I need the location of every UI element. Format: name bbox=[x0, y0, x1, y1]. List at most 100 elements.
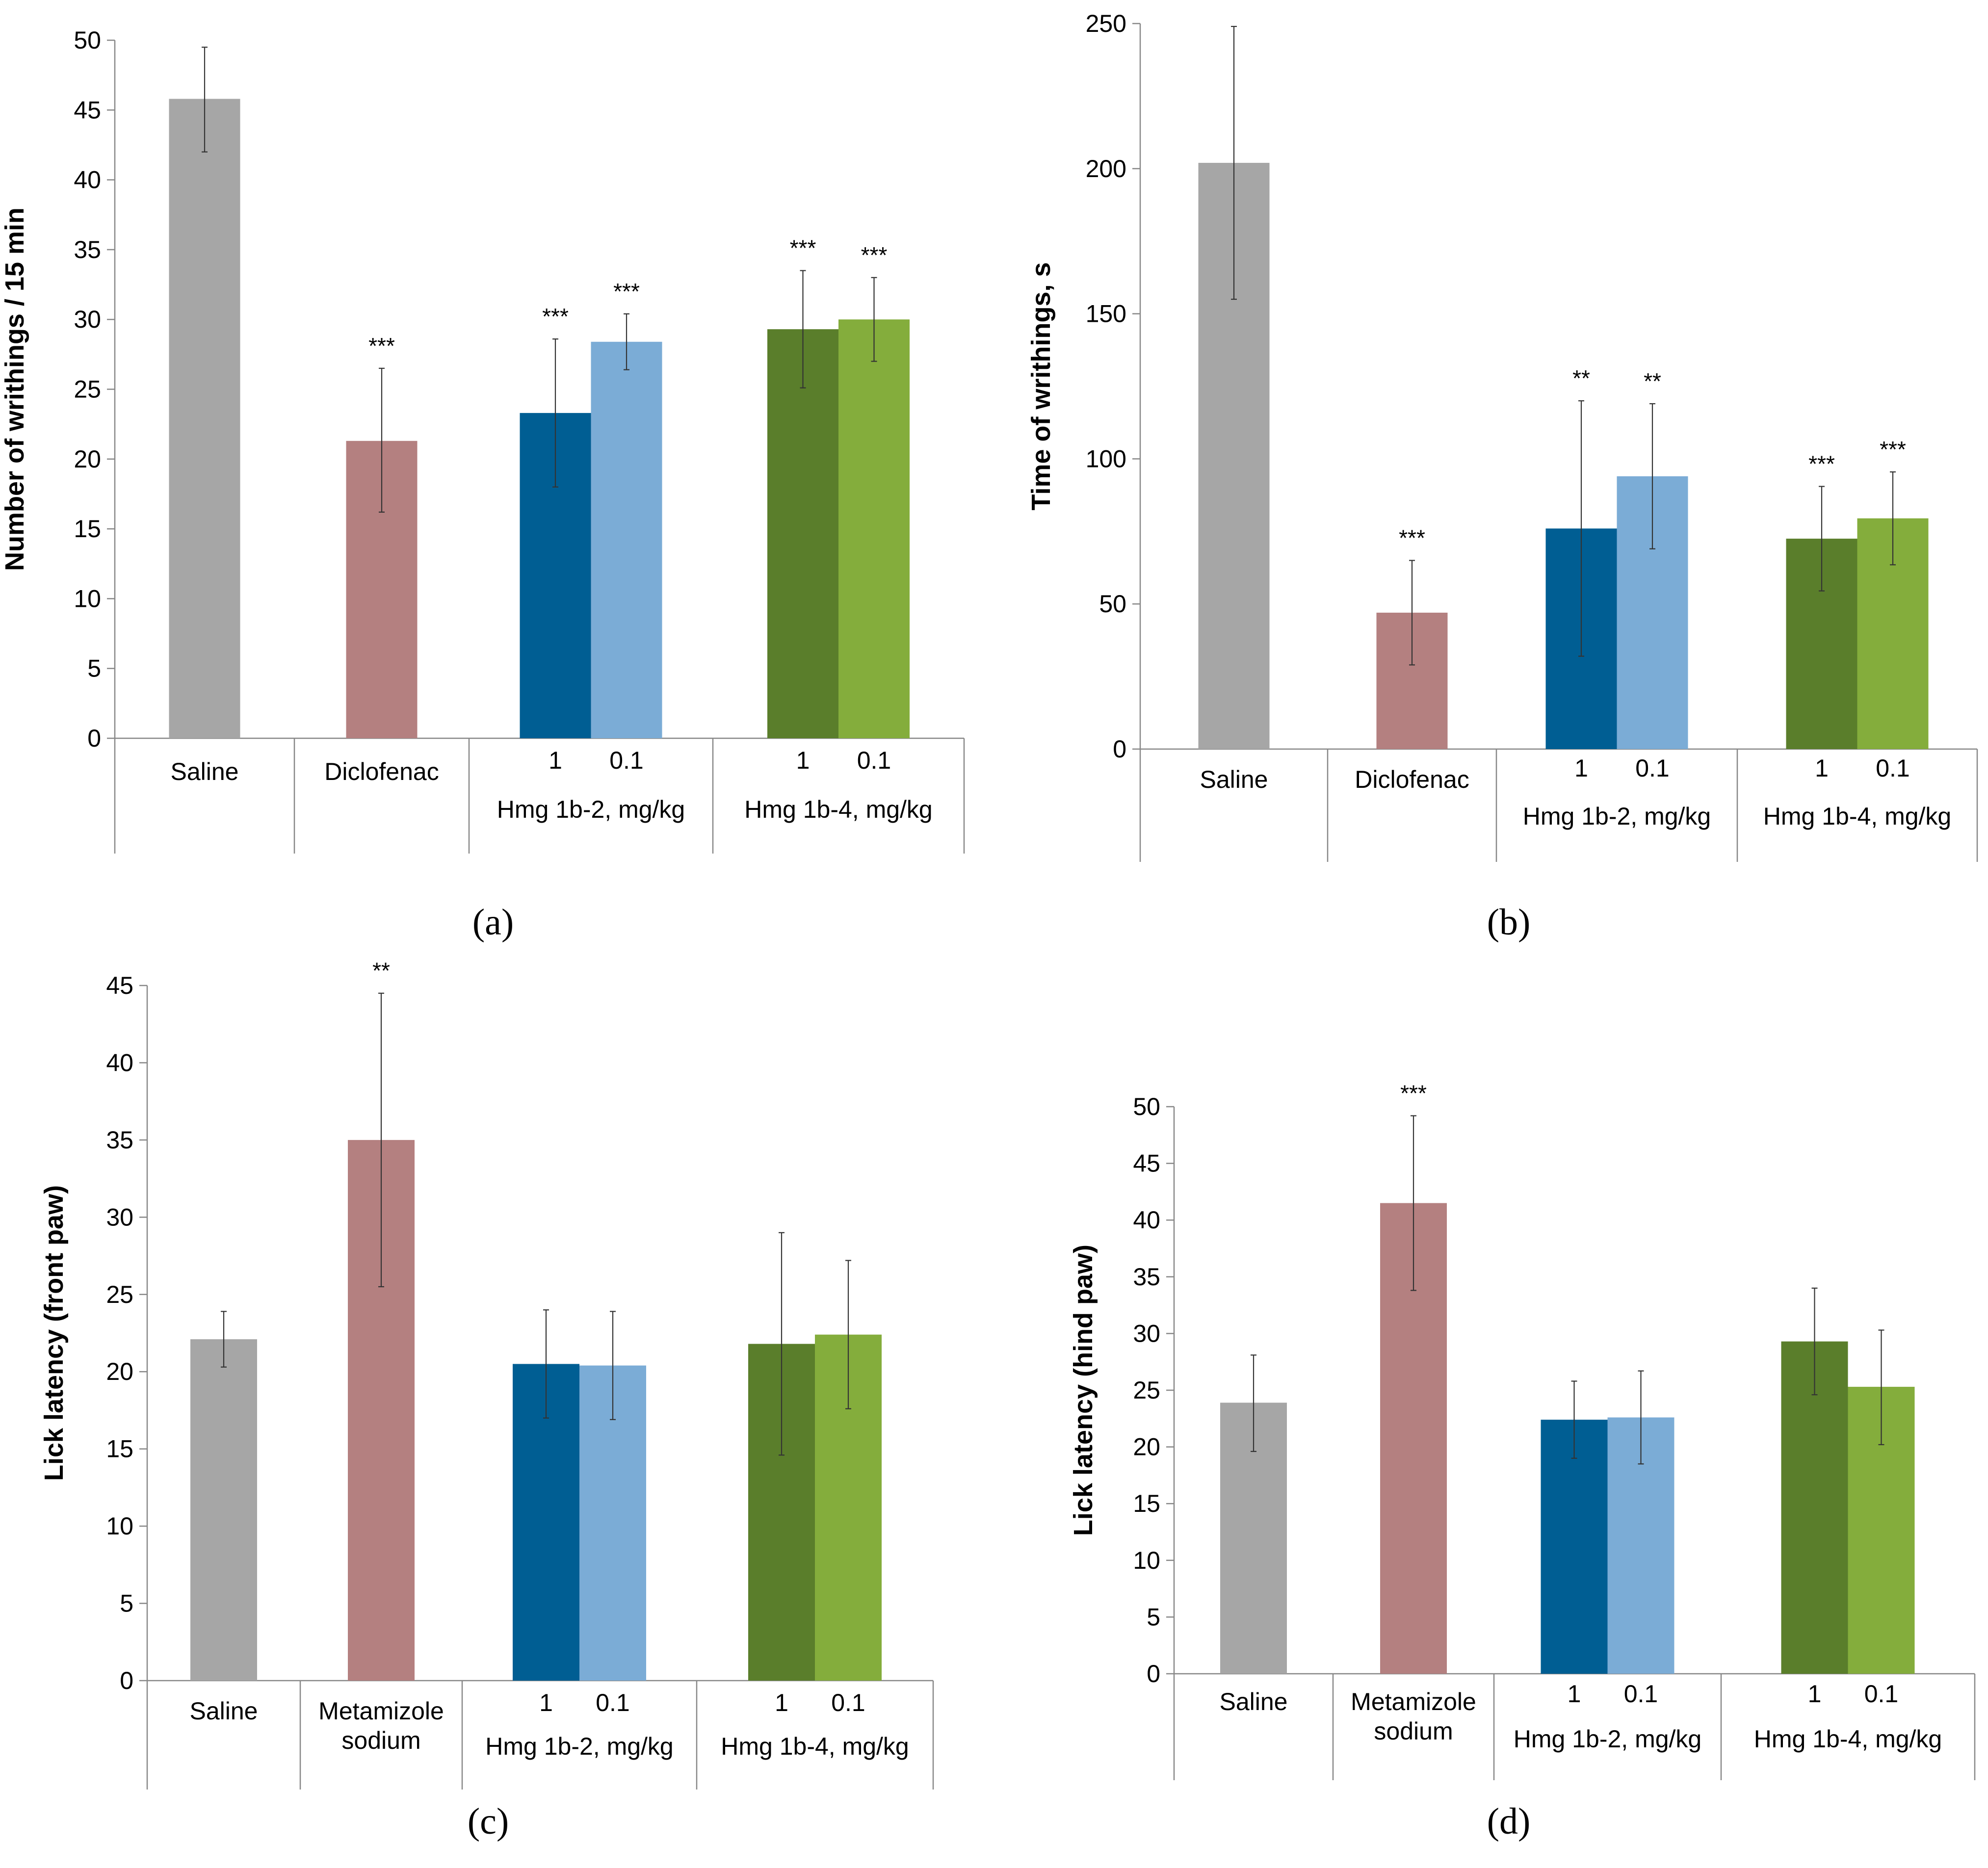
y-axis-label: Lick latency (front paw) bbox=[39, 1185, 69, 1481]
significance-label: *** bbox=[613, 279, 640, 304]
category-label: Diclofenac bbox=[1355, 766, 1469, 793]
significance-label: *** bbox=[861, 242, 888, 268]
y-tick-label: 45 bbox=[1133, 1150, 1160, 1177]
group-label: Hmg 1b-2, mg/kg bbox=[1523, 803, 1711, 830]
y-tick-label: 0 bbox=[1147, 1660, 1160, 1687]
y-tick-label: 5 bbox=[87, 655, 101, 682]
y-tick-label: 5 bbox=[1147, 1603, 1160, 1631]
dose-label: 0.1 bbox=[609, 747, 644, 774]
y-tick-label: 40 bbox=[106, 1049, 133, 1076]
significance-label: *** bbox=[368, 333, 395, 359]
category-label: Metamizole bbox=[318, 1697, 444, 1725]
significance-label: *** bbox=[1880, 437, 1906, 462]
y-tick-label: 15 bbox=[1133, 1490, 1160, 1517]
bar bbox=[1781, 1341, 1848, 1674]
significance-label: ** bbox=[1572, 365, 1590, 391]
y-tick-label: 10 bbox=[106, 1512, 133, 1540]
y-tick-label: 0 bbox=[120, 1667, 133, 1694]
dose-label: 1 bbox=[1815, 754, 1829, 782]
y-tick-label: 40 bbox=[1133, 1206, 1160, 1234]
y-tick-label: 30 bbox=[1133, 1320, 1160, 1347]
y-axis-label: Lick latency (hind paw) bbox=[1069, 1245, 1098, 1536]
y-tick-label: 25 bbox=[74, 376, 101, 403]
significance-label: *** bbox=[790, 235, 816, 261]
category-label: Saline bbox=[1220, 1688, 1288, 1715]
y-tick-label: 50 bbox=[74, 26, 101, 54]
significance-label: *** bbox=[542, 304, 569, 329]
y-tick-label: 35 bbox=[1133, 1263, 1160, 1291]
y-tick-label: 50 bbox=[1099, 590, 1126, 618]
category-label: Saline bbox=[171, 758, 239, 785]
chart-panel-c: 0 5 10 15 20 25 30 35 40 45 Lick latency (front pa… bbox=[39, 958, 934, 1842]
y-tick-label: 10 bbox=[1133, 1547, 1160, 1574]
y-tick-label: 35 bbox=[74, 236, 101, 263]
category-label: Saline bbox=[1200, 766, 1268, 793]
significance-label: ** bbox=[1644, 368, 1661, 394]
chart-panel-a: 0 5 10 15 20 25 30 35 40 45 50 Number of writhings … bbox=[0, 26, 965, 943]
y-tick-label: 150 bbox=[1086, 300, 1126, 328]
y-tick-label: 100 bbox=[1086, 445, 1126, 472]
y-tick-label: 25 bbox=[1133, 1376, 1160, 1404]
category-sublabel: sodium bbox=[1374, 1717, 1453, 1745]
dose-label: 1 bbox=[539, 1689, 553, 1716]
y-tick-label: 20 bbox=[106, 1358, 133, 1385]
y-axis-label: Number of writhings / 15 min bbox=[0, 208, 29, 571]
y-tick-label: 35 bbox=[106, 1126, 133, 1154]
dose-label: 0.1 bbox=[831, 1689, 865, 1716]
dose-label: 0.1 bbox=[1624, 1680, 1658, 1708]
y-tick-label: 15 bbox=[106, 1435, 133, 1463]
dose-label: 1 bbox=[796, 747, 810, 774]
bar bbox=[169, 99, 240, 739]
group-label: Hmg 1b-4, mg/kg bbox=[1763, 803, 1951, 830]
category-sublabel: sodium bbox=[341, 1727, 420, 1754]
group-label: Hmg 1b-2, mg/kg bbox=[485, 1733, 673, 1760]
y-tick-label: 20 bbox=[1133, 1433, 1160, 1461]
bar bbox=[591, 341, 662, 738]
y-tick-label: 10 bbox=[74, 585, 101, 612]
y-tick-label: 25 bbox=[106, 1281, 133, 1308]
significance-label: *** bbox=[1399, 525, 1425, 550]
group-label: Hmg 1b-2, mg/kg bbox=[497, 796, 685, 823]
y-tick-label: 15 bbox=[74, 515, 101, 543]
bar bbox=[190, 1339, 257, 1681]
significance-label: ** bbox=[372, 958, 390, 984]
dose-label: 1 bbox=[1568, 1680, 1581, 1708]
y-tick-label: 40 bbox=[74, 166, 101, 194]
y-tick-label: 50 bbox=[1133, 1093, 1160, 1120]
y-tick-label: 0 bbox=[1113, 735, 1126, 763]
bar bbox=[1541, 1420, 1608, 1674]
panel-label: (d) bbox=[1487, 1801, 1531, 1842]
significance-label: *** bbox=[1808, 451, 1835, 477]
chart-panel-d: 0 5 10 15 20 25 30 35 40 45 50 Lick latency (hind p… bbox=[1069, 1080, 1976, 1842]
y-tick-label: 30 bbox=[74, 306, 101, 333]
group-label: Hmg 1b-4, mg/kg bbox=[1754, 1725, 1942, 1753]
panel-label: (b) bbox=[1487, 902, 1531, 943]
group-label: Hmg 1b-2, mg/kg bbox=[1514, 1725, 1701, 1753]
y-tick-label: 0 bbox=[87, 725, 101, 752]
group-label: Hmg 1b-4, mg/kg bbox=[744, 796, 932, 823]
y-tick-label: 45 bbox=[106, 972, 133, 999]
y-tick-label: 5 bbox=[120, 1590, 133, 1617]
dose-label: 1 bbox=[775, 1689, 788, 1716]
bar bbox=[838, 319, 910, 738]
dose-label: 0.1 bbox=[1864, 1680, 1899, 1708]
significance-label: *** bbox=[1400, 1080, 1427, 1106]
y-tick-label: 45 bbox=[74, 96, 101, 124]
group-label: Hmg 1b-4, mg/kg bbox=[721, 1733, 909, 1760]
y-tick-label: 20 bbox=[74, 445, 101, 473]
chart-panel-b: 0 50 100 150 200 250 Time of writhings, s Salin… bbox=[1026, 10, 1978, 943]
dose-label: 1 bbox=[549, 747, 562, 774]
y-axis-label: Time of writhings, s bbox=[1026, 262, 1056, 510]
dose-label: 0.1 bbox=[1876, 754, 1910, 782]
dose-label: 0.1 bbox=[596, 1689, 630, 1716]
dose-label: 1 bbox=[1574, 754, 1588, 782]
y-tick-label: 30 bbox=[106, 1203, 133, 1231]
dose-label: 1 bbox=[1808, 1680, 1822, 1708]
bar bbox=[767, 329, 838, 738]
y-tick-label: 250 bbox=[1086, 10, 1126, 37]
panel-label: (a) bbox=[472, 902, 514, 943]
panel-label: (c) bbox=[468, 1801, 509, 1842]
category-label: Diclofenac bbox=[324, 758, 439, 785]
y-tick-label: 200 bbox=[1086, 155, 1126, 182]
